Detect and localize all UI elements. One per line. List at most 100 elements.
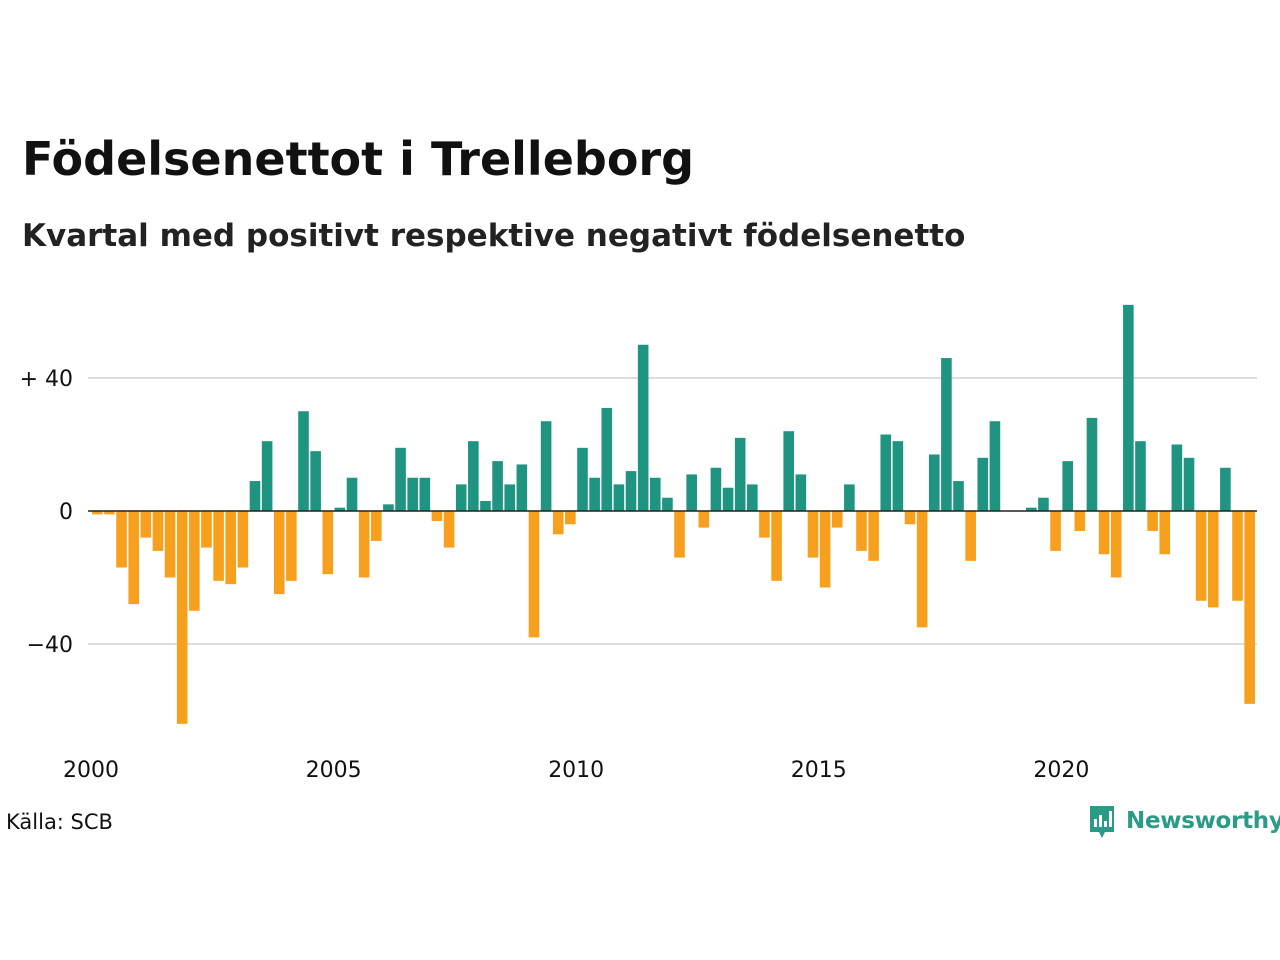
bar-negative	[92, 511, 103, 515]
bar-negative	[225, 511, 237, 585]
bar-positive	[1171, 444, 1183, 511]
bar-negative	[286, 511, 297, 581]
bar-negative	[164, 511, 176, 578]
bar-negative	[1110, 511, 1122, 578]
bar-negative	[443, 511, 455, 548]
bar-positive	[492, 461, 503, 512]
bar-negative	[807, 511, 819, 558]
bar-positive	[540, 421, 552, 512]
bar-negative	[358, 511, 370, 578]
bar-positive	[722, 487, 734, 512]
bar-positive	[1026, 507, 1037, 512]
bar-negative	[565, 511, 576, 525]
bar-negative	[1244, 511, 1255, 704]
bar-positive	[625, 471, 637, 511]
bars	[88, 304, 1257, 724]
bar-negative	[128, 511, 139, 605]
bar-positive	[468, 441, 479, 512]
newsworthy-chart-bubble-icon	[1090, 806, 1114, 838]
bar-negative	[1074, 511, 1086, 531]
bar-positive	[589, 477, 600, 511]
bar-positive	[1086, 417, 1098, 511]
bar-positive	[346, 477, 358, 511]
x-tick-label: 2010	[548, 758, 604, 783]
bar-negative	[431, 511, 443, 521]
bar-positive	[334, 507, 346, 512]
bar-positive	[953, 481, 964, 511]
bar-negative	[698, 511, 710, 528]
bar-positive	[407, 477, 418, 511]
bar-positive	[928, 454, 940, 512]
bar-negative	[201, 511, 212, 548]
bar-positive	[977, 457, 989, 511]
gridlines	[88, 377, 1257, 645]
bar-positive	[249, 481, 261, 511]
bar-negative	[1195, 511, 1207, 601]
x-tick-label: 2020	[1033, 758, 1089, 783]
x-tick-label: 2005	[306, 758, 362, 783]
bar-positive	[1038, 497, 1049, 511]
bar-negative	[273, 511, 285, 595]
bar-negative	[1232, 511, 1243, 601]
bar-positive	[1183, 457, 1195, 511]
bar-negative	[831, 511, 843, 528]
bar-negative	[1147, 511, 1158, 531]
bar-positive	[783, 431, 795, 511]
bar-negative	[916, 511, 928, 628]
chart-title: Födelsenettot i Trelleborg	[22, 132, 695, 186]
bar-negative	[1050, 511, 1061, 551]
bar-negative	[189, 511, 200, 611]
bar-positive	[1062, 461, 1073, 512]
brand-name: Newsworthy	[1126, 808, 1280, 834]
bar-positive	[662, 497, 673, 511]
bar-negative	[771, 511, 782, 581]
bar-positive	[577, 447, 588, 511]
bar-negative	[528, 511, 540, 638]
bar-negative	[140, 511, 152, 538]
bar-negative	[370, 511, 382, 541]
bar-negative	[552, 511, 564, 535]
brand-logo: Newsworthy	[1088, 802, 1280, 840]
source-note: Källa: SCB	[6, 810, 113, 834]
axis-labels: + 40 0 −40 2000 2005 2010 2015 2020	[20, 367, 1090, 783]
y-tick-label: + 40	[20, 367, 73, 392]
bar-positive	[480, 501, 491, 511]
bar-positive	[1123, 304, 1134, 511]
x-tick-label: 2015	[791, 758, 847, 783]
bar-positive	[1220, 467, 1231, 511]
bar-negative	[1159, 511, 1171, 555]
bar-negative	[674, 511, 685, 558]
bar-positive	[892, 441, 904, 512]
bar-positive	[383, 504, 394, 511]
bar-positive	[686, 474, 697, 512]
bar-positive	[310, 451, 321, 511]
y-tick-label: −40	[27, 633, 73, 658]
bar-negative	[965, 511, 976, 561]
bar-positive	[455, 484, 467, 511]
bar-positive	[649, 477, 661, 511]
bar-negative	[322, 511, 334, 575]
bar-positive	[1135, 441, 1146, 512]
bar-positive	[637, 344, 649, 511]
bar-positive	[734, 437, 746, 511]
bar-positive	[613, 484, 625, 511]
bar-positive	[880, 434, 892, 511]
bar-negative	[856, 511, 867, 551]
bar-positive	[261, 441, 273, 512]
bar-negative	[176, 511, 188, 724]
bar-positive	[795, 474, 807, 512]
bar-positive	[747, 484, 758, 511]
bar-negative	[1098, 511, 1110, 555]
bar-positive	[601, 407, 613, 512]
chart-subtitle: Kvartal med positivt respektive negativt…	[22, 218, 966, 254]
bar-positive	[844, 484, 855, 511]
bar-negative	[904, 511, 916, 525]
bar-positive	[419, 477, 431, 511]
bar-negative	[104, 511, 115, 515]
y-tick-label: 0	[59, 500, 73, 525]
bar-positive	[941, 358, 952, 511]
bar-negative	[237, 511, 249, 568]
bar-negative	[1207, 511, 1219, 608]
bar-negative	[213, 511, 224, 581]
